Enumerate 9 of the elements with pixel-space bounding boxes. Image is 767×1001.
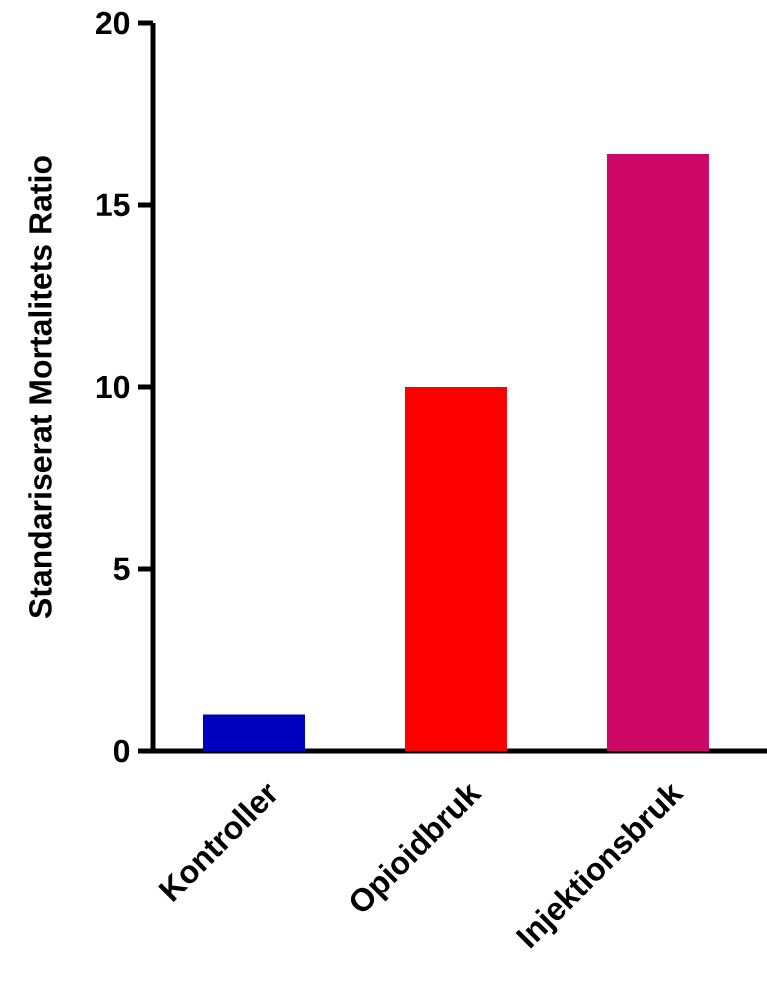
- y-tick-label: 0: [113, 739, 130, 763]
- bar: [202, 714, 305, 751]
- bar: [606, 154, 709, 751]
- y-tick-label: 20: [95, 11, 130, 35]
- bar: [404, 386, 507, 751]
- y-tick-label: 10: [96, 375, 130, 399]
- y-tick-label: 15: [96, 193, 130, 217]
- y-tick-label: 5: [113, 557, 130, 581]
- y-axis-title: Standariserat Mortalitets Ratio: [28, 156, 52, 619]
